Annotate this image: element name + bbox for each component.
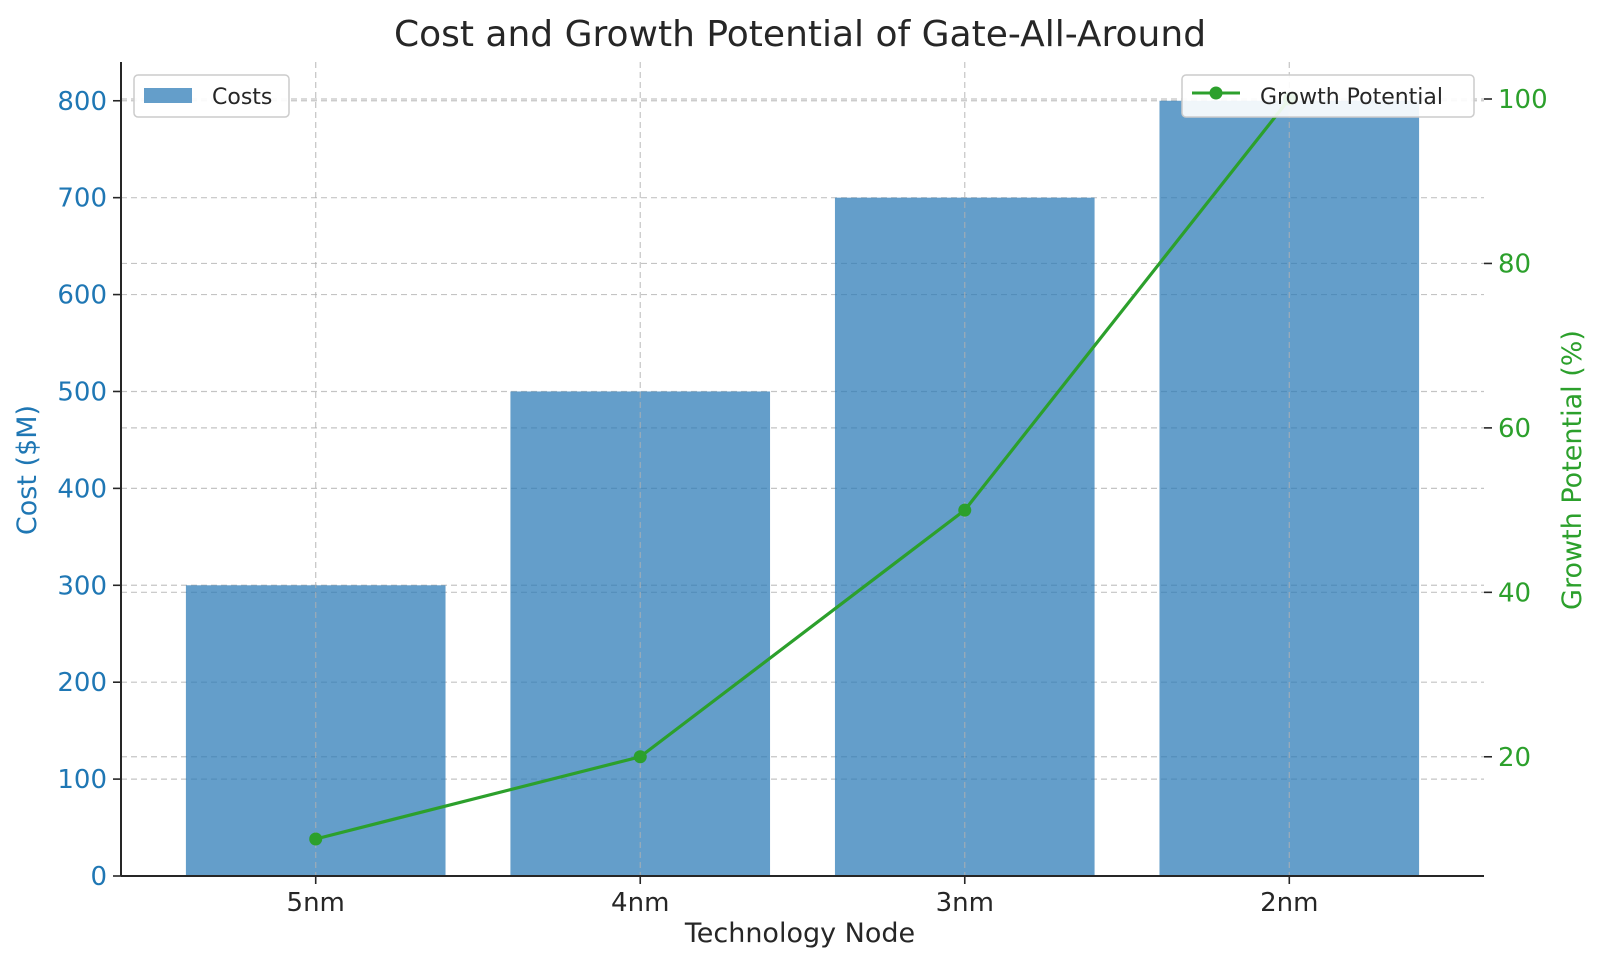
growth-point-5nm xyxy=(309,832,323,846)
left-tick-label: 100 xyxy=(57,765,107,795)
text-layer: Cost and Growth Potential of Gate-All-Ar… xyxy=(12,14,1588,949)
legend-growth-box xyxy=(1181,74,1475,118)
left-tick-label: 200 xyxy=(57,668,107,698)
right-tick-label: 40 xyxy=(1498,578,1531,608)
left-tick-label: 500 xyxy=(57,377,107,407)
left-tick-label: 0 xyxy=(90,862,107,892)
x-tick-label: 5nm xyxy=(287,888,345,918)
x-tick-label: 4nm xyxy=(611,888,669,918)
right-y-axis-label: Growth Potential (%) xyxy=(1557,330,1588,610)
legend-growth: Growth Potential xyxy=(1181,74,1475,118)
x-axis-label: Technology Node xyxy=(684,918,915,949)
legend-costs-label: Costs xyxy=(212,85,272,110)
right-tick-label: 60 xyxy=(1498,414,1531,444)
left-tick-label: 800 xyxy=(57,87,107,117)
legend-growth-marker xyxy=(1209,86,1223,100)
growth-potential-line xyxy=(315,98,1291,841)
legend-growth-label: Growth Potential xyxy=(1260,85,1443,110)
left-tick-label: 300 xyxy=(57,571,107,601)
growth-point-4nm xyxy=(633,750,647,764)
right-tick-label: 100 xyxy=(1498,85,1548,115)
x-tick-label: 2nm xyxy=(1260,888,1318,918)
left-tick-label: 700 xyxy=(57,184,107,214)
axis-layer: 0 100 200 300 400 500 600 700 800 20 40 60 80 100 5nm 4… xyxy=(57,62,1548,918)
line-layer xyxy=(309,62,1296,876)
left-tick-label: 400 xyxy=(57,474,107,504)
x-tick-label: 3nm xyxy=(936,888,994,918)
chart-title: Cost and Growth Potential of Gate-All-Ar… xyxy=(394,14,1206,55)
legend-costs-swatch xyxy=(144,88,192,103)
growth-point-3nm xyxy=(958,503,972,517)
right-tick-label: 20 xyxy=(1498,743,1531,773)
right-tick-label: 80 xyxy=(1498,249,1531,279)
left-y-axis-label: Cost ($M) xyxy=(12,405,43,535)
left-tick-label: 600 xyxy=(57,281,107,311)
legend-costs-box xyxy=(133,74,290,118)
legend-costs: Costs xyxy=(133,74,290,118)
